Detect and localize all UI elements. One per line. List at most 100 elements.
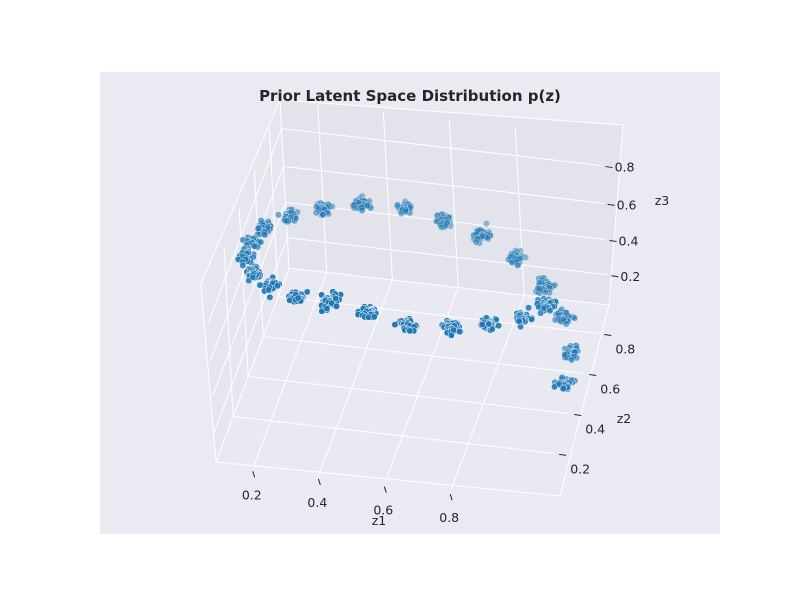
grid-line-z-back — [287, 237, 608, 276]
scatter-point — [436, 215, 444, 223]
scatter-point — [480, 228, 488, 236]
scatter-point — [439, 219, 447, 227]
scatter-point — [358, 207, 366, 214]
y-tick-mark — [589, 373, 597, 376]
scatter-point — [562, 309, 570, 317]
x-axis-label: z1 — [372, 513, 387, 528]
scatter-point — [402, 205, 410, 213]
scatter-point — [482, 233, 490, 241]
scatter-point — [260, 230, 268, 238]
scatter-point — [402, 202, 410, 210]
scatter-point — [571, 314, 579, 322]
scatter-point — [441, 211, 449, 219]
scatter-point — [249, 273, 257, 281]
scatter-point — [473, 231, 481, 239]
scatter-point — [477, 234, 485, 242]
scatter-point — [441, 215, 449, 223]
z-tick-mark — [607, 203, 615, 206]
scatter-point — [435, 215, 443, 223]
scatter-point — [477, 232, 485, 240]
scatter-point — [483, 230, 490, 238]
z-axis-label: z3 — [655, 193, 670, 208]
scatter-point — [401, 197, 409, 205]
scatter-point — [486, 232, 494, 240]
scatter-point — [441, 215, 449, 223]
scatter-point — [402, 208, 410, 216]
scatter-point — [394, 201, 402, 209]
scatter-point — [476, 239, 483, 247]
scatter-point — [478, 227, 486, 235]
scatter-point — [400, 203, 408, 211]
scatter-point — [400, 204, 408, 212]
scatter-point — [484, 234, 492, 242]
scatter-points — [234, 192, 582, 393]
scatter-point — [479, 232, 487, 240]
scatter-point — [472, 230, 480, 238]
y-tick-label: 0.8 — [615, 342, 635, 357]
scatter-point — [442, 214, 450, 222]
scatter-point — [433, 211, 441, 219]
z-tick-mark — [605, 166, 613, 169]
scatter-point — [440, 216, 448, 224]
y-tick-label: 0.6 — [600, 381, 620, 396]
scatter-point — [474, 235, 482, 243]
x-tick-label: 0.2 — [242, 487, 262, 502]
chart-title: Prior Latent Space Distribution p(z) — [259, 87, 561, 105]
x-tick-mark — [449, 494, 453, 501]
x-tick-mark — [252, 471, 256, 478]
scatter-point — [473, 229, 481, 237]
scatter-point — [537, 309, 545, 317]
scatter-point — [400, 207, 408, 215]
scatter-point — [515, 317, 523, 325]
scatter-point — [282, 217, 290, 225]
scatter-point — [402, 205, 410, 213]
scatter-point — [481, 232, 489, 240]
y-tick-label: 0.4 — [585, 421, 605, 436]
scatter-point — [401, 201, 409, 209]
scatter-point — [481, 230, 489, 238]
scatter-point — [286, 296, 294, 304]
scatter-point — [398, 203, 406, 211]
scatter-point — [559, 385, 567, 393]
scatter-point — [562, 320, 570, 328]
grid-line-z-left — [212, 202, 286, 397]
scatter-point — [446, 218, 454, 226]
y-tick-mark — [604, 334, 612, 337]
scatter-point — [456, 328, 464, 336]
scatter-point — [495, 322, 503, 330]
scatter-point — [439, 213, 446, 221]
scatter-point — [447, 331, 455, 339]
scatter-point — [482, 220, 490, 228]
scatter-point — [441, 212, 449, 220]
scatter-point — [433, 217, 441, 225]
scatter-point — [475, 227, 483, 234]
grid-line-x-floor — [450, 295, 525, 490]
scatter-point — [398, 206, 406, 214]
scatter-point — [437, 220, 445, 228]
scatter-point — [476, 226, 484, 234]
scatter-point — [406, 205, 413, 213]
z-tick-label: 0.4 — [619, 233, 639, 248]
scatter-point — [274, 282, 282, 290]
scatter-point — [514, 261, 522, 269]
scatter-point — [441, 215, 449, 223]
scatter-point — [404, 200, 412, 208]
scatter-point — [441, 220, 449, 228]
scatter-point — [404, 202, 412, 210]
scatter-point — [401, 207, 409, 215]
z-tick-mark — [611, 275, 619, 278]
scatter-point — [438, 216, 446, 223]
scatter-point — [546, 307, 554, 315]
grid-line-z-left — [208, 128, 282, 323]
scatter-point — [257, 238, 265, 246]
scatter-point — [470, 231, 478, 239]
scatter-point — [442, 218, 450, 226]
scatter-point — [475, 232, 483, 239]
scatter-point — [332, 295, 340, 302]
scatter-point — [476, 232, 484, 240]
scatter-point — [239, 262, 247, 269]
scatter-point — [365, 313, 372, 321]
scatter-point — [406, 204, 414, 212]
scatter-point — [444, 214, 452, 222]
